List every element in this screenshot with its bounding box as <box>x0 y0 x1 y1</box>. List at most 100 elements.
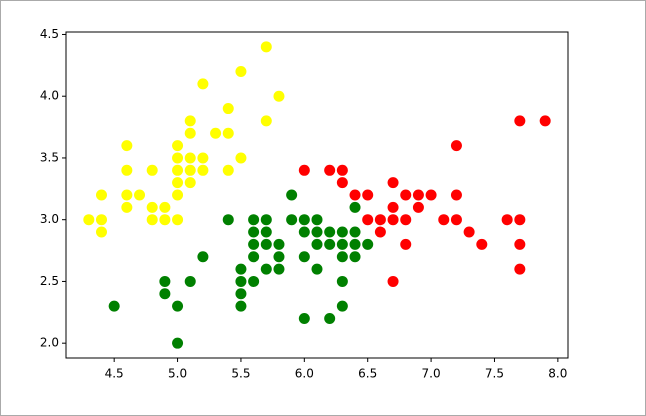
point <box>260 115 272 127</box>
point <box>387 201 399 213</box>
y-tick-label: 4.0 <box>40 89 59 103</box>
point <box>539 115 551 127</box>
point <box>235 66 247 78</box>
point <box>450 189 462 201</box>
point <box>121 189 133 201</box>
point <box>400 189 412 201</box>
point <box>260 226 272 238</box>
point <box>514 214 526 226</box>
point <box>121 201 133 213</box>
point <box>324 164 336 176</box>
point <box>235 275 247 287</box>
x-tick-label: 7.0 <box>422 367 441 381</box>
point <box>248 214 260 226</box>
point <box>197 78 209 90</box>
point <box>197 164 209 176</box>
point <box>336 164 348 176</box>
point <box>184 127 196 139</box>
x-tick-label: 5.5 <box>231 367 250 381</box>
point <box>273 263 285 275</box>
point <box>260 41 272 53</box>
point <box>108 300 120 312</box>
point <box>400 238 412 250</box>
point <box>349 201 361 213</box>
point <box>172 152 184 164</box>
point <box>159 201 171 213</box>
point <box>450 214 462 226</box>
point <box>349 251 361 263</box>
point <box>172 214 184 226</box>
point <box>235 288 247 300</box>
x-tick-label: 6.5 <box>358 367 377 381</box>
point <box>260 214 272 226</box>
y-tick-label: 2.0 <box>40 336 59 350</box>
point <box>197 152 209 164</box>
point <box>146 201 158 213</box>
point <box>146 164 158 176</box>
point <box>324 238 336 250</box>
point <box>273 90 285 102</box>
point <box>172 337 184 349</box>
point <box>387 275 399 287</box>
point <box>412 189 424 201</box>
point <box>248 275 260 287</box>
point <box>336 300 348 312</box>
point <box>336 238 348 250</box>
point <box>362 238 374 250</box>
point <box>400 214 412 226</box>
point <box>121 140 133 152</box>
point <box>450 140 462 152</box>
point <box>273 251 285 263</box>
point <box>184 152 196 164</box>
x-tick-label: 7.5 <box>485 367 504 381</box>
y-tick-label: 3.0 <box>40 212 59 226</box>
point <box>514 263 526 275</box>
point <box>134 189 146 201</box>
point <box>336 177 348 189</box>
point <box>324 226 336 238</box>
point <box>222 127 234 139</box>
point <box>197 251 209 263</box>
point <box>336 251 348 263</box>
point <box>248 226 260 238</box>
point <box>248 251 260 263</box>
point <box>412 201 424 213</box>
point <box>387 177 399 189</box>
point <box>222 164 234 176</box>
x-tick-label: 8.0 <box>548 367 567 381</box>
point <box>298 164 310 176</box>
point <box>336 275 348 287</box>
point <box>514 238 526 250</box>
point <box>184 115 196 127</box>
point <box>210 127 222 139</box>
point <box>286 189 298 201</box>
point <box>298 226 310 238</box>
point <box>438 214 450 226</box>
point <box>311 238 323 250</box>
point <box>324 312 336 324</box>
point <box>172 189 184 201</box>
point <box>374 214 386 226</box>
point <box>121 164 133 176</box>
point <box>349 189 361 201</box>
y-tick-label: 4.5 <box>40 27 59 41</box>
point <box>95 226 107 238</box>
point <box>184 164 196 176</box>
point <box>463 226 475 238</box>
point <box>349 238 361 250</box>
point <box>362 214 374 226</box>
point <box>235 300 247 312</box>
point <box>248 238 260 250</box>
y-tick-label: 3.5 <box>40 150 59 164</box>
point <box>159 214 171 226</box>
point <box>172 177 184 189</box>
point <box>222 214 234 226</box>
point <box>311 214 323 226</box>
point <box>184 275 196 287</box>
point <box>298 251 310 263</box>
point <box>222 103 234 115</box>
point <box>83 214 95 226</box>
plot-area <box>65 31 569 359</box>
point <box>476 238 488 250</box>
point <box>514 115 526 127</box>
